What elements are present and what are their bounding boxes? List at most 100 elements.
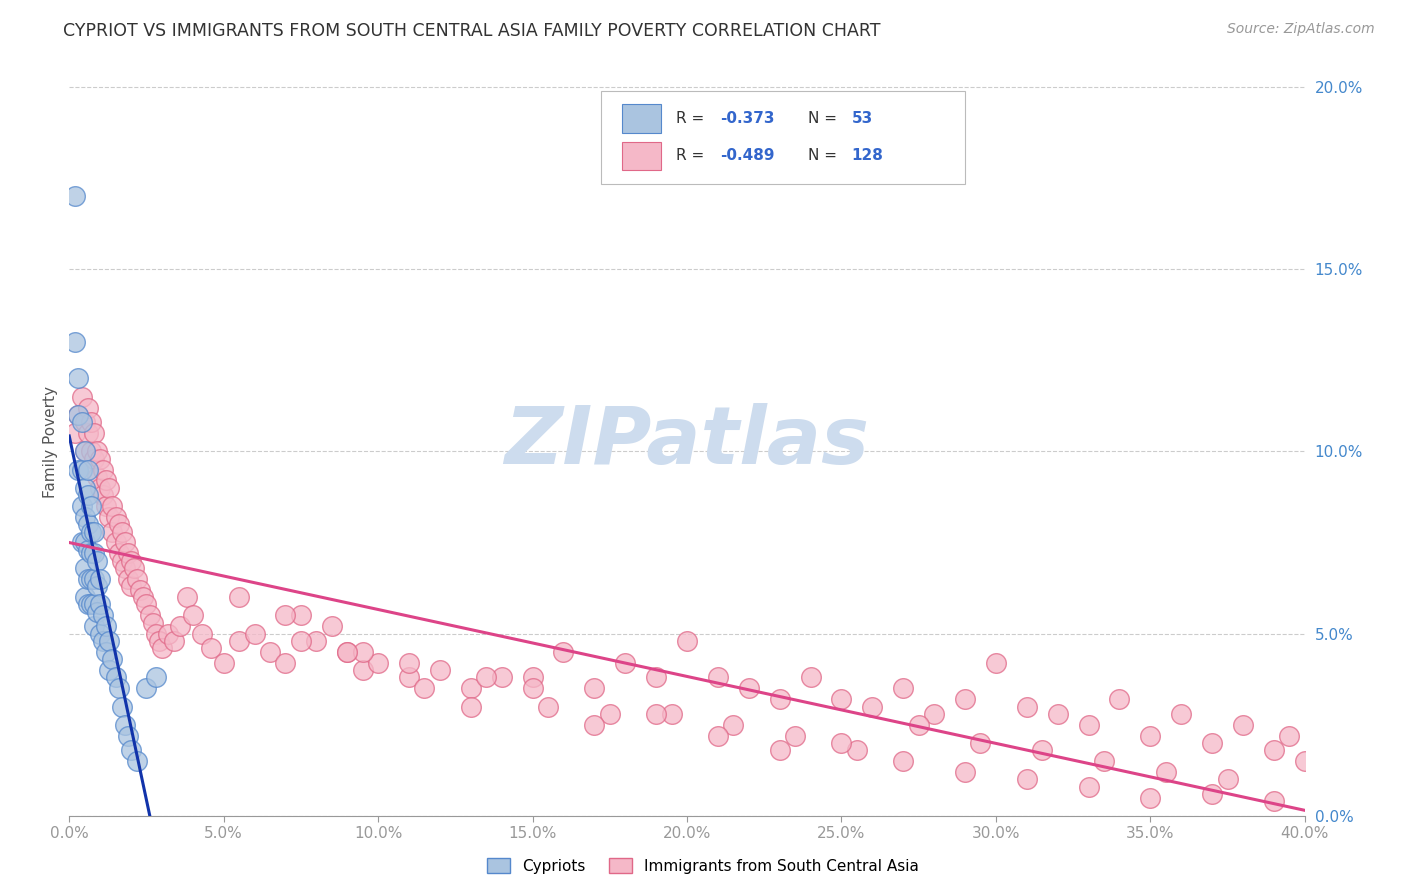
Point	[73, 444, 96, 458]
Point	[120, 554, 142, 568]
Point	[111, 554, 134, 568]
Point	[367, 656, 389, 670]
Point	[67, 462, 90, 476]
Point	[65, 426, 87, 441]
Point	[80, 546, 103, 560]
Text: N =: N =	[808, 148, 842, 163]
Bar	[621, 142, 661, 170]
Point	[67, 408, 90, 422]
Point	[645, 706, 668, 721]
Point	[67, 371, 90, 385]
Point	[891, 754, 914, 768]
Point	[76, 517, 98, 532]
Point	[70, 415, 93, 429]
Point	[599, 706, 621, 721]
Text: 128: 128	[852, 148, 883, 163]
Point	[800, 670, 823, 684]
Point	[73, 481, 96, 495]
Text: ZIPatlas: ZIPatlas	[505, 403, 869, 481]
Point	[723, 718, 745, 732]
Point	[76, 401, 98, 415]
Point	[1201, 736, 1223, 750]
Point	[176, 590, 198, 604]
Point	[89, 451, 111, 466]
Point	[274, 608, 297, 623]
Point	[117, 572, 139, 586]
Point	[80, 598, 103, 612]
Point	[107, 546, 129, 560]
Point	[89, 481, 111, 495]
Point	[984, 656, 1007, 670]
Point	[104, 670, 127, 684]
Point	[460, 681, 482, 696]
Point	[583, 718, 606, 732]
Point	[169, 619, 191, 633]
Point	[475, 670, 498, 684]
Point	[181, 608, 204, 623]
Point	[86, 470, 108, 484]
Point	[67, 408, 90, 422]
Point	[830, 736, 852, 750]
Point	[1232, 718, 1254, 732]
FancyBboxPatch shape	[600, 91, 965, 185]
Point	[583, 681, 606, 696]
Point	[127, 572, 149, 586]
Point	[1154, 765, 1177, 780]
Point	[80, 415, 103, 429]
Point	[114, 718, 136, 732]
Point	[76, 462, 98, 476]
Point	[1201, 787, 1223, 801]
Point	[1263, 794, 1285, 808]
Point	[922, 706, 945, 721]
Point	[101, 524, 124, 539]
Point	[83, 598, 105, 612]
Y-axis label: Family Poverty: Family Poverty	[44, 386, 58, 499]
Point	[89, 598, 111, 612]
Point	[398, 670, 420, 684]
Point	[129, 582, 152, 597]
Point	[785, 729, 807, 743]
Point	[1046, 706, 1069, 721]
Point	[96, 474, 118, 488]
Point	[1031, 743, 1053, 757]
Point	[120, 579, 142, 593]
Point	[148, 634, 170, 648]
Point	[150, 641, 173, 656]
Point	[86, 605, 108, 619]
Legend: Cypriots, Immigrants from South Central Asia: Cypriots, Immigrants from South Central …	[481, 852, 925, 880]
Point	[614, 656, 637, 670]
Point	[553, 645, 575, 659]
Point	[132, 590, 155, 604]
Point	[135, 598, 157, 612]
Point	[769, 743, 792, 757]
Point	[1077, 780, 1099, 794]
Point	[1139, 790, 1161, 805]
Point	[73, 535, 96, 549]
Point	[537, 699, 560, 714]
Point	[98, 663, 121, 677]
Point	[661, 706, 683, 721]
Point	[73, 510, 96, 524]
Point	[76, 598, 98, 612]
Point	[1278, 729, 1301, 743]
Text: 53: 53	[852, 112, 873, 126]
Point	[70, 462, 93, 476]
Point	[104, 510, 127, 524]
Point	[101, 499, 124, 513]
Point	[80, 499, 103, 513]
Point	[460, 699, 482, 714]
Point	[191, 626, 214, 640]
Point	[114, 561, 136, 575]
Text: N =: N =	[808, 112, 842, 126]
Point	[83, 572, 105, 586]
Point	[707, 670, 730, 684]
Point	[98, 510, 121, 524]
Point	[76, 542, 98, 557]
Point	[228, 634, 250, 648]
Point	[845, 743, 868, 757]
Point	[1139, 729, 1161, 743]
Point	[76, 572, 98, 586]
Point	[86, 444, 108, 458]
Point	[80, 524, 103, 539]
Point	[83, 524, 105, 539]
